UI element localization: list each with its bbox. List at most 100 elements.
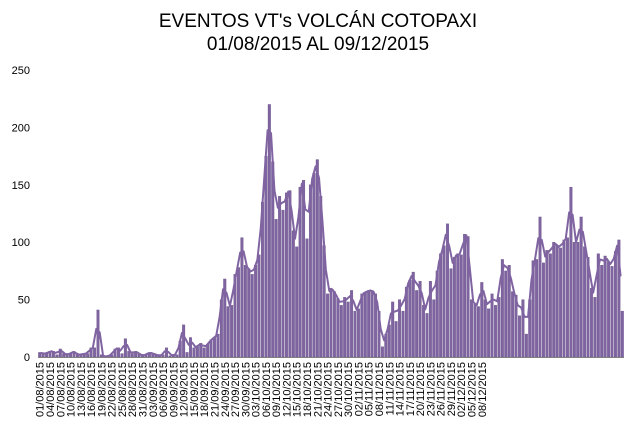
x-tick-label: 11/11/2015	[384, 362, 396, 415]
bar	[93, 347, 97, 358]
bar	[504, 270, 508, 358]
bar	[274, 219, 278, 358]
bar	[130, 353, 134, 358]
x-tick-label: 04/08/2015	[45, 362, 57, 417]
bar	[548, 253, 552, 358]
bar	[490, 293, 494, 358]
bar	[524, 333, 528, 358]
bar	[620, 310, 624, 358]
x-tick-label: 05/12/2015	[467, 362, 479, 417]
bar	[315, 159, 319, 358]
y-axis-ticks: 0 50 100 150 200 250	[12, 65, 30, 364]
bar	[295, 246, 299, 358]
bar	[415, 290, 419, 358]
x-tick-label: 20/11/2015	[415, 362, 427, 416]
bar	[610, 266, 614, 358]
x-tick-label: 23/11/2015	[425, 362, 437, 416]
bar	[576, 242, 580, 358]
x-tick-label: 24/09/2015	[220, 362, 232, 417]
bar	[497, 297, 501, 358]
bar	[593, 297, 597, 358]
bar	[230, 305, 234, 358]
x-tick-label: 21/09/2015	[209, 362, 221, 417]
bar	[284, 192, 288, 358]
x-tick-label: 27/10/2015	[333, 362, 345, 417]
y-tick-label: 250	[12, 65, 30, 77]
bar	[346, 301, 350, 358]
bar	[356, 308, 360, 358]
bar	[360, 293, 364, 358]
bar	[237, 267, 240, 358]
y-tick-label: 50	[18, 295, 30, 307]
bar	[312, 173, 316, 358]
chart-subtitle: 01/08/2015 AL 09/12/2015	[207, 34, 429, 55]
moving-average-line	[40, 129, 622, 358]
x-tick-label: 25/08/2015	[117, 362, 129, 417]
x-tick-label: 30/09/2015	[240, 362, 252, 417]
bar	[332, 291, 336, 358]
x-tick-label: 30/10/2015	[343, 362, 355, 417]
bar	[391, 301, 395, 358]
x-tick-label: 16/08/2015	[86, 362, 98, 417]
bar	[380, 346, 384, 358]
bar	[470, 299, 473, 358]
bar	[535, 259, 539, 358]
x-tick-label: 05/11/2015	[364, 362, 376, 416]
bar	[264, 155, 268, 358]
bar	[123, 338, 127, 358]
bar	[336, 298, 340, 358]
bar	[449, 268, 453, 358]
x-tick-label: 28/08/2015	[127, 362, 139, 417]
bar	[250, 274, 254, 358]
bar	[58, 348, 62, 358]
bar	[185, 352, 189, 358]
x-tick-label: 15/10/2015	[292, 362, 304, 417]
bar	[555, 245, 559, 358]
x-tick-label: 21/10/2015	[312, 362, 324, 417]
bar	[552, 242, 556, 358]
bar	[370, 290, 374, 358]
bar	[607, 261, 611, 358]
bar	[291, 230, 295, 358]
x-tick-label: 15/09/2015	[189, 362, 201, 417]
bar	[494, 305, 497, 358]
x-tick-label: 18/09/2015	[199, 362, 211, 417]
bar	[192, 347, 196, 358]
bar	[589, 287, 593, 358]
bar	[476, 306, 480, 358]
x-tick-label: 13/08/2015	[76, 362, 88, 417]
x-tick-label: 14/11/2015	[395, 362, 407, 416]
bar	[542, 262, 545, 358]
bar	[326, 293, 330, 358]
bar	[213, 337, 216, 358]
bar	[603, 255, 607, 358]
bar	[408, 279, 412, 358]
bar	[281, 209, 285, 358]
bar	[559, 247, 563, 358]
x-tick-label: 03/10/2015	[251, 362, 263, 417]
bar	[195, 346, 199, 358]
x-tick-label: 09/10/2015	[271, 362, 283, 417]
bar	[120, 353, 124, 358]
x-tick-label: 07/08/2015	[55, 362, 67, 417]
bar	[442, 245, 446, 358]
x-tick-label: 12/10/2015	[281, 362, 293, 417]
bar	[247, 268, 251, 358]
bar	[452, 256, 456, 358]
x-tick-label: 12/09/2015	[179, 362, 191, 417]
bar	[189, 337, 192, 358]
x-tick-label: 08/12/2015	[477, 362, 489, 417]
bar	[511, 291, 515, 358]
y-tick-label: 0	[24, 352, 30, 364]
bar	[422, 305, 425, 358]
x-tick-label: 02/11/2015	[353, 362, 365, 416]
bar	[439, 253, 443, 358]
bar	[456, 253, 460, 358]
bar	[394, 321, 398, 358]
bar	[425, 313, 429, 358]
bar	[473, 304, 477, 358]
x-tick-label: 06/09/2015	[158, 362, 170, 417]
bar	[329, 287, 333, 358]
bar	[226, 306, 230, 358]
y-tick-label: 100	[12, 237, 30, 249]
